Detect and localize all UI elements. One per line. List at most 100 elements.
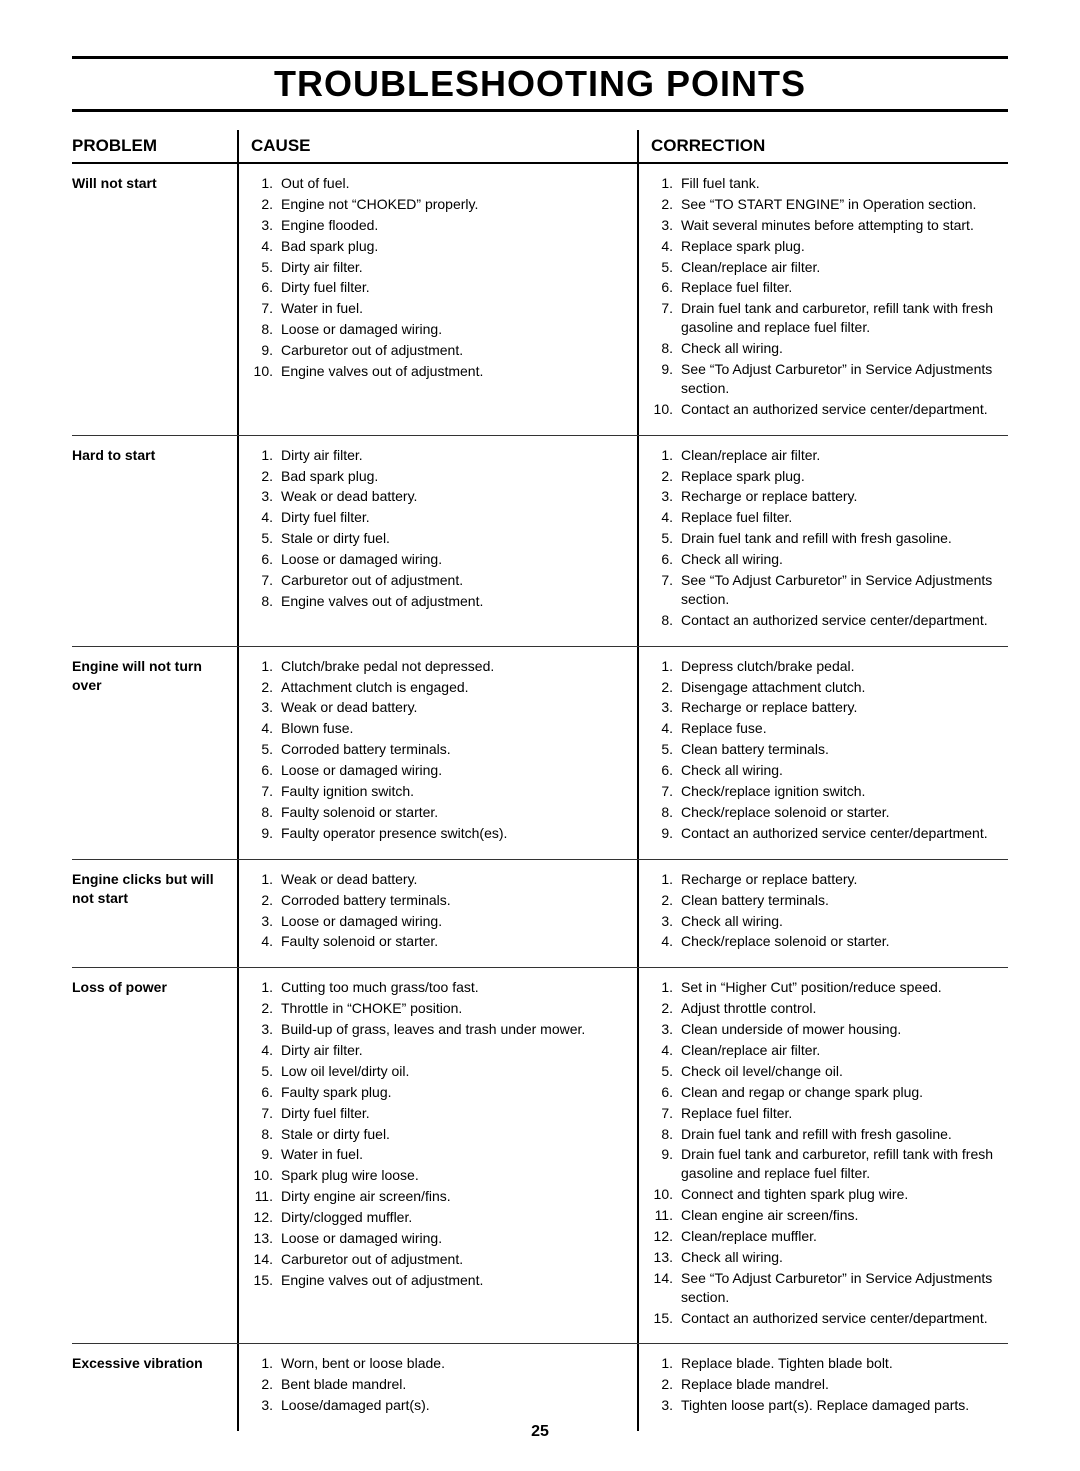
list-item: 12.Clean/replace muffler. bbox=[651, 1227, 998, 1246]
item-number: 3. bbox=[251, 1396, 281, 1415]
item-number: 7. bbox=[251, 782, 281, 801]
list-item: 8.Check all wiring. bbox=[651, 339, 998, 358]
list-item: 4.Faulty solenoid or starter. bbox=[251, 932, 627, 951]
item-text: Engine valves out of adjustment. bbox=[281, 592, 627, 611]
item-text: Weak or dead battery. bbox=[281, 487, 627, 506]
item-text: Carburetor out of adjustment. bbox=[281, 1250, 627, 1269]
item-text: Weak or dead battery. bbox=[281, 698, 627, 717]
item-number: 5. bbox=[251, 740, 281, 759]
list-item: 1.Fill fuel tank. bbox=[651, 174, 998, 193]
item-text: Recharge or replace battery. bbox=[681, 487, 998, 506]
list-item: 6.Faulty spark plug. bbox=[251, 1083, 627, 1102]
item-number: 2. bbox=[251, 195, 281, 214]
item-text: See “TO START ENGINE” in Operation secti… bbox=[681, 195, 998, 214]
item-text: Replace spark plug. bbox=[681, 467, 998, 486]
item-text: Replace fuel filter. bbox=[681, 1104, 998, 1123]
item-text: Clean battery terminals. bbox=[681, 891, 998, 910]
list-item: 8.Loose or damaged wiring. bbox=[251, 320, 627, 339]
list-item: 3.Recharge or replace battery. bbox=[651, 487, 998, 506]
list-item: 3.Recharge or replace battery. bbox=[651, 698, 998, 717]
item-number: 3. bbox=[251, 912, 281, 931]
cause-cell: 1.Weak or dead battery.2.Corroded batter… bbox=[237, 860, 637, 968]
item-number: 5. bbox=[651, 740, 681, 759]
correction-cell: 1.Recharge or replace battery.2.Clean ba… bbox=[637, 860, 1008, 968]
item-number: 8. bbox=[651, 1125, 681, 1144]
list-item: 10.Contact an authorized service center/… bbox=[651, 400, 998, 419]
item-number: 9. bbox=[251, 824, 281, 843]
item-text: Check all wiring. bbox=[681, 1248, 998, 1267]
item-text: Engine valves out of adjustment. bbox=[281, 362, 627, 381]
item-number: 4. bbox=[251, 508, 281, 527]
item-text: Loose or damaged wiring. bbox=[281, 761, 627, 780]
item-number: 14. bbox=[251, 1250, 281, 1269]
correction-list: 1.Recharge or replace battery.2.Clean ba… bbox=[651, 870, 998, 952]
list-item: 8.Contact an authorized service center/d… bbox=[651, 611, 998, 630]
item-text: See “To Adjust Carburetor” in Service Ad… bbox=[681, 1269, 998, 1307]
item-text: Drain fuel tank and refill with fresh ga… bbox=[681, 1125, 998, 1144]
item-number: 6. bbox=[251, 278, 281, 297]
item-number: 1. bbox=[251, 978, 281, 997]
item-number: 2. bbox=[251, 999, 281, 1018]
item-text: Check all wiring. bbox=[681, 550, 998, 569]
list-item: 7.Faulty ignition switch. bbox=[251, 782, 627, 801]
list-item: 2.Attachment clutch is engaged. bbox=[251, 678, 627, 697]
item-text: Engine flooded. bbox=[281, 216, 627, 235]
list-item: 2.Engine not “CHOKED” properly. bbox=[251, 195, 627, 214]
item-text: Replace blade mandrel. bbox=[681, 1375, 998, 1394]
list-item: 8.Drain fuel tank and refill with fresh … bbox=[651, 1125, 998, 1144]
item-number: 5. bbox=[251, 258, 281, 277]
item-text: Faulty ignition switch. bbox=[281, 782, 627, 801]
item-number: 10. bbox=[651, 400, 681, 419]
header-cause: CAUSE bbox=[237, 130, 637, 162]
list-item: 1.Set in “Higher Cut” position/reduce sp… bbox=[651, 978, 998, 997]
item-number: 7. bbox=[651, 571, 681, 609]
list-item: 4.Replace fuel filter. bbox=[651, 508, 998, 527]
problem-cell: Excessive vibration bbox=[72, 1344, 237, 1431]
list-item: 10.Engine valves out of adjustment. bbox=[251, 362, 627, 381]
item-text: Dirty/clogged muffler. bbox=[281, 1208, 627, 1227]
item-number: 4. bbox=[251, 237, 281, 256]
problem-label: Excessive vibration bbox=[72, 1354, 227, 1373]
item-number: 6. bbox=[651, 278, 681, 297]
cause-list: 1.Worn, bent or loose blade.2.Bent blade… bbox=[251, 1354, 627, 1415]
item-number: 2. bbox=[651, 195, 681, 214]
list-item: 7.Carburetor out of adjustment. bbox=[251, 571, 627, 590]
list-item: 1.Replace blade. Tighten blade bolt. bbox=[651, 1354, 998, 1373]
item-number: 8. bbox=[651, 611, 681, 630]
list-item: 5.Corroded battery terminals. bbox=[251, 740, 627, 759]
item-number: 2. bbox=[251, 467, 281, 486]
item-number: 1. bbox=[651, 174, 681, 193]
list-item: 6.Loose or damaged wiring. bbox=[251, 550, 627, 569]
item-number: 3. bbox=[651, 1396, 681, 1415]
list-item: 9.Faulty operator presence switch(es). bbox=[251, 824, 627, 843]
list-item: 2.See “TO START ENGINE” in Operation sec… bbox=[651, 195, 998, 214]
item-number: 6. bbox=[251, 550, 281, 569]
item-text: Dirty air filter. bbox=[281, 1041, 627, 1060]
list-item: 7.Drain fuel tank and carburetor, refill… bbox=[651, 299, 998, 337]
list-item: 14.Carburetor out of adjustment. bbox=[251, 1250, 627, 1269]
item-text: Clean/replace air filter. bbox=[681, 446, 998, 465]
list-item: 3.Weak or dead battery. bbox=[251, 487, 627, 506]
bottom-rule bbox=[72, 109, 1008, 112]
list-item: 9.Contact an authorized service center/d… bbox=[651, 824, 998, 843]
item-number: 3. bbox=[651, 1020, 681, 1039]
item-number: 4. bbox=[651, 932, 681, 951]
item-text: Contact an authorized service center/dep… bbox=[681, 824, 998, 843]
list-item: 4.Dirty fuel filter. bbox=[251, 508, 627, 527]
problem-cell: Engine clicks but will not start bbox=[72, 860, 237, 968]
list-item: 2.Adjust throttle control. bbox=[651, 999, 998, 1018]
list-item: 7.See “To Adjust Carburetor” in Service … bbox=[651, 571, 998, 609]
item-number: 4. bbox=[651, 719, 681, 738]
correction-cell: 1.Fill fuel tank. 2.See “TO START ENGINE”… bbox=[637, 164, 1008, 435]
item-number: 1. bbox=[251, 870, 281, 889]
item-text: Worn, bent or loose blade. bbox=[281, 1354, 627, 1373]
item-number: 4. bbox=[251, 719, 281, 738]
item-text: Dirty fuel filter. bbox=[281, 278, 627, 297]
list-item: 15.Contact an authorized service center/… bbox=[651, 1309, 998, 1328]
list-item: 3.Tighten loose part(s). Replace damaged… bbox=[651, 1396, 998, 1415]
item-text: Clean/replace air filter. bbox=[681, 258, 998, 277]
item-text: Check oil level/change oil. bbox=[681, 1062, 998, 1081]
item-text: Contact an authorized service center/dep… bbox=[681, 1309, 998, 1328]
item-text: Faulty spark plug. bbox=[281, 1083, 627, 1102]
item-number: 3. bbox=[651, 698, 681, 717]
